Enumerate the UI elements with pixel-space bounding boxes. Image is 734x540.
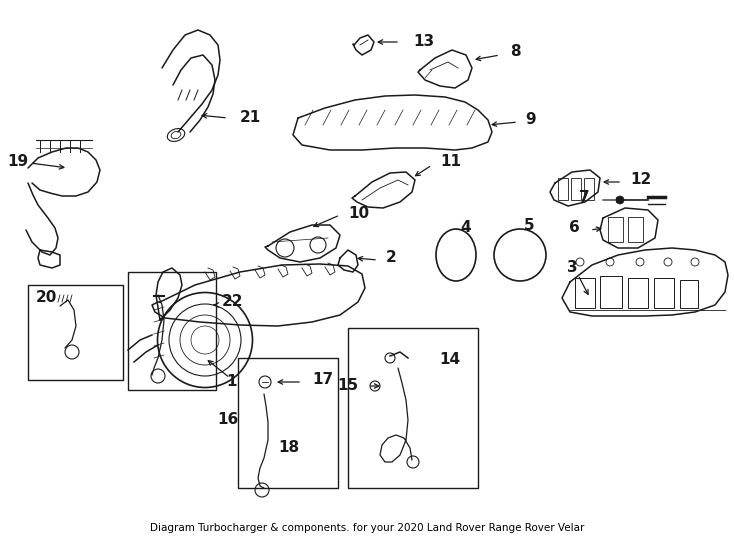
- Text: 15: 15: [337, 379, 358, 394]
- Text: 6: 6: [570, 220, 580, 235]
- Bar: [628, 217, 643, 242]
- Text: 21: 21: [240, 111, 261, 125]
- Bar: [238, 358, 338, 488]
- Bar: [628, 278, 648, 308]
- Bar: [575, 278, 595, 308]
- Bar: [608, 217, 623, 242]
- Text: 16: 16: [217, 413, 239, 428]
- Text: 12: 12: [630, 172, 651, 187]
- Text: 14: 14: [440, 353, 460, 368]
- Text: 10: 10: [348, 206, 369, 220]
- Text: 3: 3: [567, 260, 578, 275]
- Text: 4: 4: [460, 220, 470, 235]
- Bar: [348, 328, 478, 488]
- Bar: [28, 285, 123, 380]
- Text: 17: 17: [312, 373, 333, 388]
- Text: 8: 8: [510, 44, 520, 59]
- Text: 2: 2: [386, 251, 397, 266]
- Text: 18: 18: [278, 441, 299, 456]
- Bar: [558, 178, 568, 200]
- Text: 1: 1: [227, 375, 237, 389]
- Text: 11: 11: [440, 154, 461, 170]
- Bar: [600, 276, 622, 308]
- Bar: [128, 272, 216, 390]
- Bar: [584, 178, 594, 200]
- Text: 19: 19: [7, 154, 29, 170]
- Text: 13: 13: [413, 35, 434, 50]
- Text: 20: 20: [35, 291, 57, 306]
- Text: Diagram Turbocharger & components. for your 2020 Land Rover Range Rover Velar: Diagram Turbocharger & components. for y…: [150, 523, 584, 533]
- Bar: [680, 280, 698, 308]
- Bar: [654, 278, 674, 308]
- Text: 7: 7: [579, 191, 590, 206]
- Text: 22: 22: [222, 294, 244, 309]
- Bar: [571, 178, 581, 200]
- Ellipse shape: [616, 196, 624, 204]
- Text: 5: 5: [524, 219, 534, 233]
- Text: 9: 9: [525, 112, 536, 127]
